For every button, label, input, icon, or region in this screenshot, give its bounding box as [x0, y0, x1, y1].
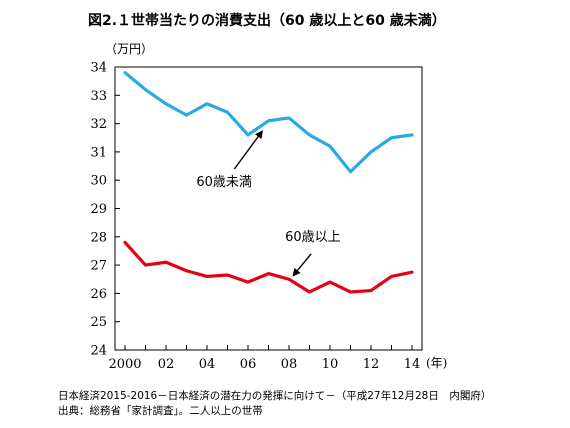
annotation-label: 60歳以上: [285, 230, 341, 245]
x-tick-label: 2000: [108, 357, 141, 372]
y-tick-label: 30: [90, 174, 107, 189]
annotation-arrow: [292, 253, 312, 277]
y-axis-unit: （万円）: [105, 42, 153, 56]
y-tick-label: 28: [90, 230, 107, 245]
y-tick-label: 26: [90, 287, 107, 302]
x-tick-label: 02: [158, 357, 175, 372]
y-tick-label: 24: [90, 344, 107, 359]
x-axis-unit: (年): [426, 356, 447, 370]
y-tick-label: 31: [90, 145, 107, 160]
x-tick-label: 08: [281, 357, 298, 372]
footer-source-line: 日本経済2015-2016－日本経済の潜在力の発揮に向けて－（平成27年12月2…: [58, 390, 492, 402]
x-tick-label: 04: [199, 357, 216, 372]
footer-note-line: 出典：総務省「家計調査」。二人以上の世帯: [58, 405, 263, 417]
y-tick-label: 27: [90, 259, 107, 274]
y-tick-label: 34: [90, 61, 107, 76]
x-tick-label: 06: [240, 357, 257, 372]
y-tick-label: 29: [90, 202, 107, 217]
plot-area-frame: [114, 66, 423, 351]
x-tick-label: 14: [404, 357, 421, 372]
y-tick-label: 25: [90, 315, 107, 330]
x-tick-label: 10: [322, 357, 339, 372]
annotation-label: 60歳未満: [196, 175, 252, 190]
series-line-2: [123, 240, 414, 294]
series-line-1: [123, 71, 414, 174]
y-tick-label: 33: [90, 89, 107, 104]
chart-title: 図2.１世帯当たりの消費支出（60 歳以上と60 歳未満）: [88, 13, 446, 29]
y-tick-label: 32: [90, 117, 107, 132]
annotation-arrow: [233, 130, 263, 170]
x-tick-label: 12: [363, 357, 380, 372]
